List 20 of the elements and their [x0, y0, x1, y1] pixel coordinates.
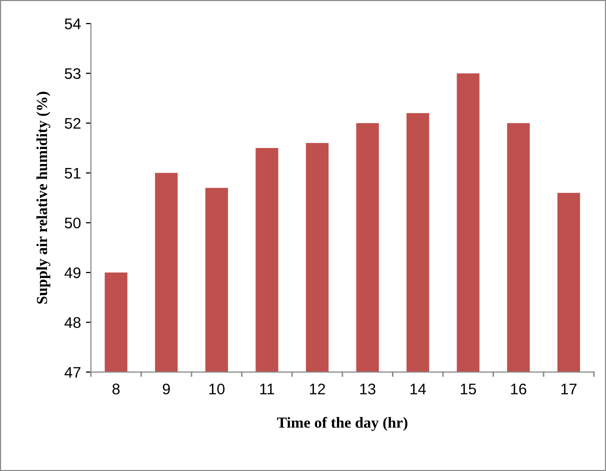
y-tick-label: 47 [64, 367, 80, 378]
x-tick-label: 17 [561, 384, 576, 394]
y-axis-title: Supply air relative humidity (%) [36, 92, 50, 304]
y-tick-label: 52 [64, 118, 80, 129]
x-tick-label: 14 [410, 384, 426, 394]
x-tick-label: 10 [209, 384, 225, 394]
x-axis-title: Time of the day (hr) [276, 416, 408, 431]
y-tick-label: 49 [64, 267, 80, 278]
x-tick-label: 12 [310, 384, 325, 394]
y-tick-label: 48 [64, 317, 81, 328]
y-tick-label: 53 [64, 68, 81, 80]
x-tick-label: 13 [360, 384, 376, 394]
x-tick-label: 11 [260, 384, 274, 394]
x-tick-label: 15 [460, 384, 476, 394]
y-tick-label: 54 [64, 18, 81, 30]
x-tick-label: 16 [511, 384, 526, 394]
x-tick-label: 8 [112, 384, 120, 394]
y-tick-label: 51 [64, 168, 80, 179]
y-tick-label: 50 [64, 218, 81, 228]
x-tick-label: 9 [162, 384, 170, 394]
